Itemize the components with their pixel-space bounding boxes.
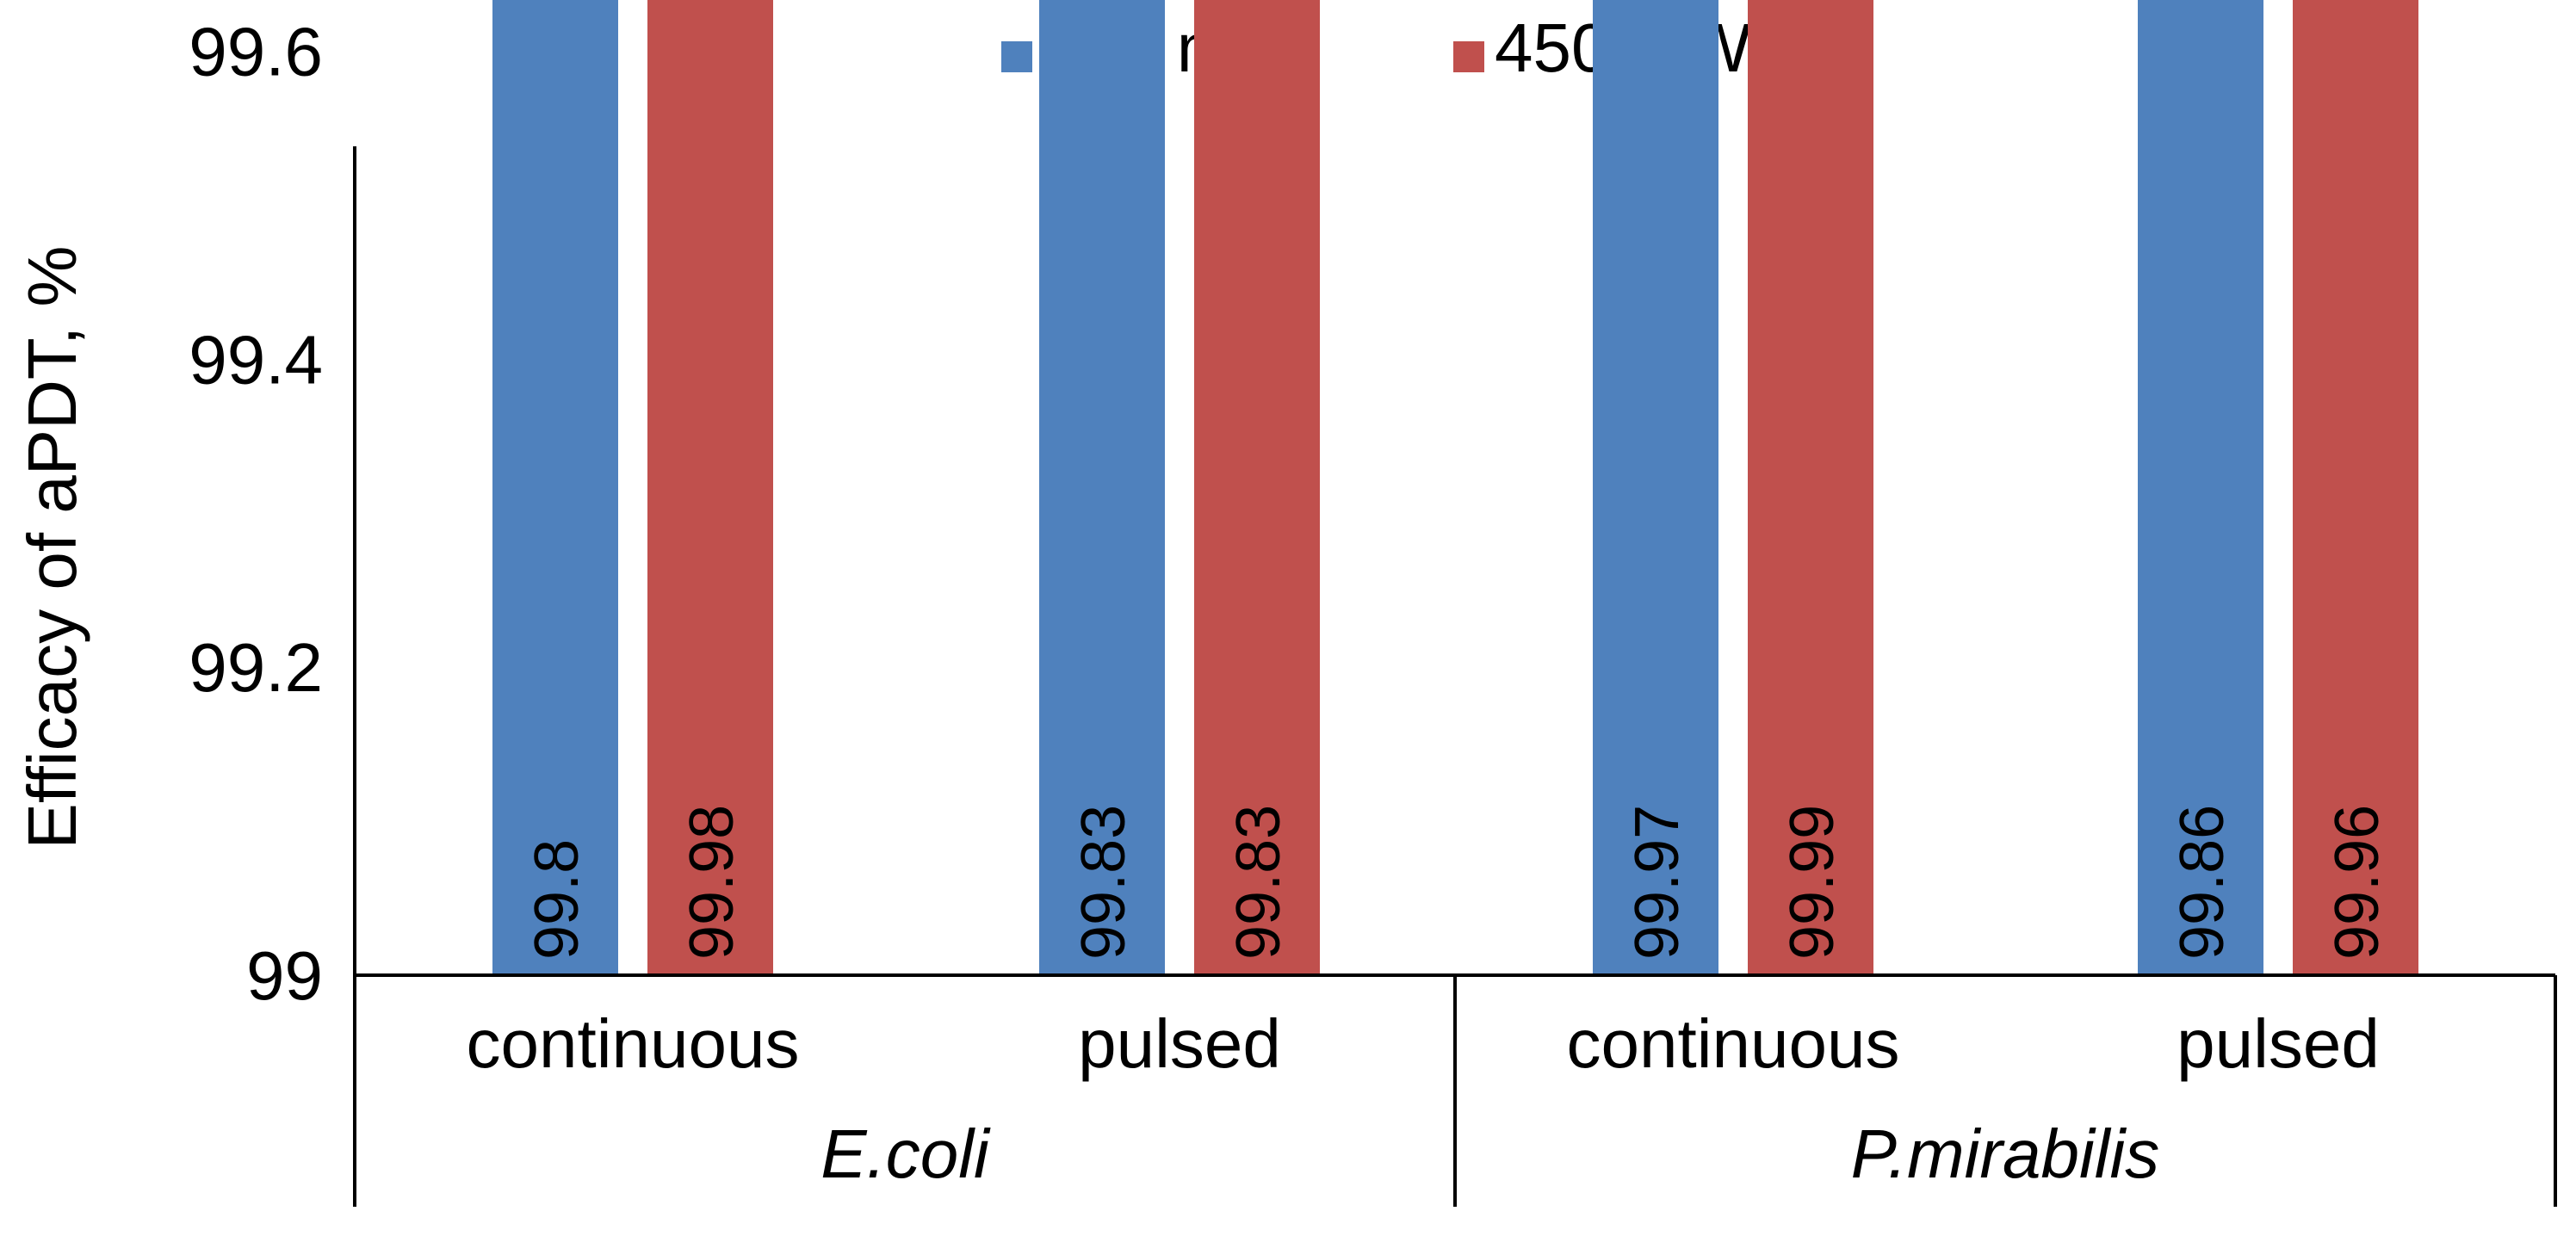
group-label-ecoli: E.coli xyxy=(820,1115,991,1192)
data-label-300mw: 99.86 xyxy=(2168,805,2237,960)
y-tick-label: 99.6 xyxy=(189,14,323,90)
y-tick-label: 99.4 xyxy=(189,321,323,398)
y-tick-label: 99.2 xyxy=(189,629,323,706)
bar-300mw xyxy=(2138,0,2263,976)
data-label-300mw: 99.83 xyxy=(1069,805,1138,960)
data-label-450mw: 99.96 xyxy=(2323,805,2392,960)
group-labels: E.coli P.mirabilis xyxy=(820,1115,2159,1192)
data-label-450mw: 99.99 xyxy=(1778,805,1847,960)
data-label-300mw: 99.97 xyxy=(1623,805,1692,960)
category-label-pulsed: pulsed xyxy=(2177,1005,2380,1082)
category-labels: continuous pulsed continuous pulsed xyxy=(467,1005,2380,1082)
bar-450mw xyxy=(1748,0,1873,975)
data-label-300mw: 99.8 xyxy=(523,839,591,960)
legend-swatch-450mw xyxy=(1453,41,1484,72)
data-label-450mw: 99.83 xyxy=(1224,805,1293,960)
y-tick-label: 99 xyxy=(246,937,323,1014)
axes xyxy=(353,146,2557,1207)
group-label-pmirabilis: P.mirabilis xyxy=(1851,1115,2160,1192)
bar-450mw xyxy=(1194,0,1320,975)
bar-300mw xyxy=(1039,0,1165,975)
category-label-continuous: continuous xyxy=(467,1005,800,1082)
category-label-continuous: continuous xyxy=(1567,1005,1900,1082)
bars xyxy=(492,0,2418,976)
category-label-pulsed: pulsed xyxy=(1078,1005,1281,1082)
bar-450mw xyxy=(2293,0,2418,975)
bar-300mw xyxy=(1593,0,1718,976)
y-axis-title: Efficacy of aPDT, % xyxy=(14,245,90,849)
value-labels: 99.8 99.83 99.97 99.86 99.98 99.83 99.99 99.96 xyxy=(523,805,2392,960)
bar-450mw xyxy=(647,0,773,975)
data-label-450mw: 99.98 xyxy=(678,805,746,960)
legend-swatch-300mw xyxy=(1001,41,1032,72)
bar-300mw xyxy=(492,0,618,975)
